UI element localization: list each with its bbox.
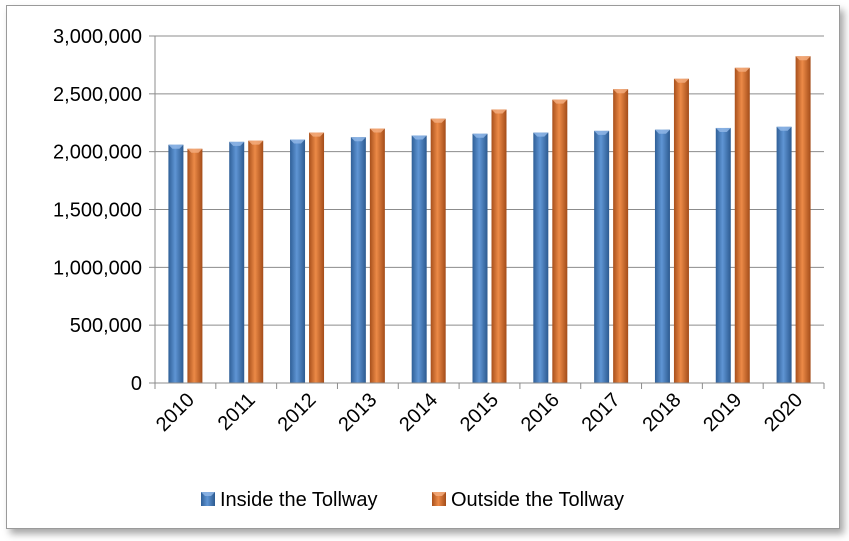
- bar-outside-2010: [187, 148, 203, 383]
- bar-outside-2011: [248, 140, 264, 383]
- bar-top-bevel: [795, 56, 811, 61]
- bar-top-bevel: [168, 144, 184, 149]
- bar-inside-2020: [776, 126, 792, 383]
- bar-outside-2019: [734, 67, 750, 383]
- bar-chart: 0 500,000 1,000,000 1,500,000 2,000,000 2,500…: [53, 26, 825, 511]
- legend: Inside the Tollway Outside the Tollway: [201, 489, 624, 511]
- y-tick-label: 1,500,000: [53, 200, 142, 222]
- x-tick-label: 2011: [214, 389, 260, 435]
- bar-outside-2014: [430, 118, 446, 384]
- bar-inside-2013: [350, 137, 366, 383]
- bar-top-bevel: [309, 132, 325, 137]
- bar-inside-2019: [715, 127, 731, 383]
- y-tick-label: 3,000,000: [53, 26, 142, 48]
- x-tick-label: 2013: [334, 389, 381, 436]
- bar-outside-2015: [491, 109, 507, 383]
- bars: [168, 56, 811, 384]
- x-tick-label: 2012: [274, 389, 321, 436]
- y-tick-label: 2,000,000: [53, 142, 142, 164]
- bar-top-bevel: [229, 141, 245, 146]
- y-axis-ticks: 0 500,000 1,000,000 1,500,000 2,000,000 2,500…: [53, 26, 155, 395]
- bar-outside-2013: [369, 128, 385, 383]
- bar-top-bevel: [248, 140, 264, 145]
- bar-inside-2010: [168, 144, 184, 383]
- legend-label: Outside the Tollway: [451, 489, 624, 511]
- bar-outside-2017: [613, 89, 629, 383]
- y-tick-label: 2,500,000: [53, 84, 142, 106]
- y-tick-label: 500,000: [70, 315, 142, 337]
- bar-top-bevel: [533, 132, 549, 137]
- legend-swatch-bevel: [432, 492, 446, 496]
- bar-top-bevel: [491, 109, 507, 114]
- bar-top-bevel: [613, 89, 629, 94]
- bar-top-bevel: [369, 128, 385, 133]
- bar-top-bevel: [594, 130, 610, 135]
- bar-inside-2015: [472, 133, 488, 383]
- x-tick-label: 2020: [760, 389, 807, 436]
- bar-top-bevel: [673, 78, 689, 83]
- x-tick-label: 2010: [152, 389, 199, 436]
- gridlines: [155, 35, 824, 326]
- legend-label: Inside the Tollway: [220, 489, 378, 511]
- bar-top-bevel: [472, 133, 488, 138]
- bar-outside-2018: [673, 78, 689, 384]
- bar-top-bevel: [654, 129, 670, 134]
- y-tick-label: 1,000,000: [53, 257, 142, 279]
- bar-outside-2016: [552, 99, 568, 383]
- bar-top-bevel: [290, 139, 306, 144]
- x-tick-label: 2017: [578, 389, 625, 436]
- x-tick-label: 2018: [638, 389, 685, 436]
- legend-item-inside: Inside the Tollway: [201, 489, 378, 511]
- bar-top-bevel: [776, 126, 792, 131]
- bar-top-bevel: [734, 67, 750, 72]
- bar-top-bevel: [430, 118, 446, 123]
- y-tick-label: 0: [131, 373, 142, 395]
- bar-inside-2018: [654, 129, 670, 383]
- x-tick-label: 2015: [456, 389, 503, 436]
- bar-inside-2016: [533, 132, 549, 383]
- bar-top-bevel: [350, 137, 366, 142]
- bar-top-bevel: [411, 135, 427, 140]
- x-tick-label: 2016: [517, 389, 564, 436]
- chart-container: 0 500,000 1,000,000 1,500,000 2,000,000 2,500…: [6, 5, 840, 529]
- bar-top-bevel: [715, 127, 731, 132]
- bar-outside-2012: [309, 132, 325, 383]
- bar-inside-2012: [290, 139, 306, 383]
- x-tick-label: 2014: [395, 389, 442, 436]
- bar-inside-2014: [411, 135, 427, 383]
- bar-top-bevel: [552, 99, 568, 104]
- bar-top-bevel: [187, 148, 203, 153]
- bar-inside-2011: [229, 141, 245, 383]
- bar-inside-2017: [594, 130, 610, 383]
- axes: [154, 36, 824, 384]
- legend-swatch-bevel: [201, 492, 215, 496]
- x-axis-ticks: 2010 2011 2012 2013 2014 2015 2016 2017 2018 2019…: [152, 383, 825, 436]
- legend-item-outside: Outside the Tollway: [432, 489, 624, 511]
- x-tick-label: 2019: [699, 389, 746, 436]
- bar-outside-2020: [795, 56, 811, 383]
